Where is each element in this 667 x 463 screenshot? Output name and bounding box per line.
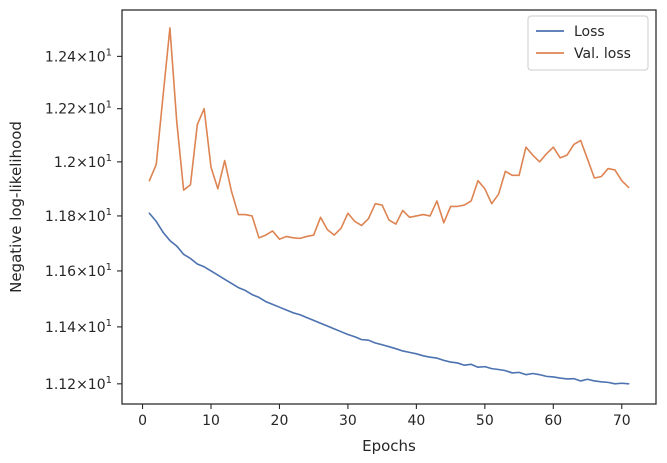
- legend-label: Val. loss: [574, 46, 631, 62]
- y-tick-label: 1.2×101: [54, 153, 112, 171]
- y-tick-label: 1.16×101: [45, 262, 112, 280]
- y-axis-label: Negative log-likelihood: [7, 121, 25, 293]
- legend-label: Loss: [574, 24, 605, 40]
- x-tick-label: 70: [613, 413, 631, 429]
- y-tick-label: 1.18×101: [45, 207, 112, 225]
- x-tick-label: 60: [544, 413, 562, 429]
- y-tick-label: 1.12×101: [45, 375, 112, 393]
- x-tick-label: 40: [407, 413, 425, 429]
- x-axis-label: Epochs: [362, 437, 416, 455]
- legend: Loss Val. loss: [527, 15, 649, 71]
- x-tick-label: 30: [339, 413, 357, 429]
- x-tick-label: 20: [271, 413, 289, 429]
- series-line-loss: [148, 212, 630, 385]
- axis-ticks: 0 10 20 30 40 50 60 70 1.12×101 1.14×101 1.16×101 1…: [45, 47, 631, 429]
- y-tick-label: 1.24×101: [45, 47, 112, 65]
- axes-frame: [121, 9, 657, 405]
- series-line-val-loss: [148, 27, 630, 240]
- x-tick-label: 10: [202, 413, 220, 429]
- legend-box: [527, 15, 649, 71]
- x-tick-label: 50: [476, 413, 494, 429]
- plot-area: [148, 27, 630, 385]
- y-tick-label: 1.14×101: [45, 318, 112, 336]
- y-tick-label: 1.22×101: [45, 100, 112, 118]
- x-tick-label: 0: [138, 413, 147, 429]
